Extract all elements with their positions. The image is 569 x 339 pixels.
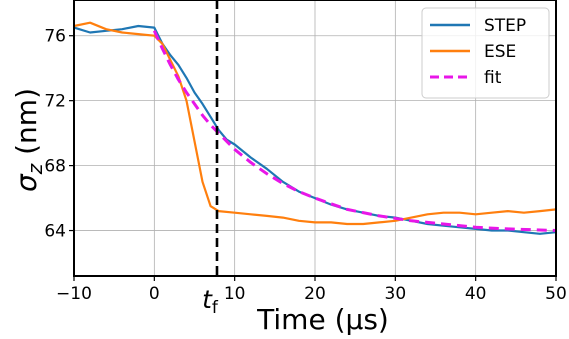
y-axis-title: σz (nm) (10, 88, 47, 192)
y-tick-label: 68 (44, 157, 66, 177)
y-tick-label: 76 (44, 27, 66, 47)
x-tick-label: 30 (385, 284, 407, 304)
x-axis-title: Time (μs) (256, 303, 389, 336)
x-tick-label: 50 (545, 284, 567, 304)
legend-label-step: STEP (484, 16, 526, 36)
x-tick-label: 0 (149, 284, 160, 304)
y-tick-label: 64 (44, 222, 66, 242)
legend: STEP ESE fit (422, 8, 549, 98)
y-tick-label: 72 (44, 92, 66, 112)
y-axis-unit: (nm) (10, 88, 43, 164)
x-tick-label: −10 (56, 284, 92, 304)
tf-sub: f (212, 298, 219, 318)
legend-label-fit: fit (484, 68, 502, 88)
x-tick-label: 10 (224, 284, 246, 304)
x-tick-label: 40 (465, 284, 487, 304)
x-tick-label: 20 (304, 284, 326, 304)
y-axis-subscript: z (23, 163, 47, 175)
y-axis-symbol: σ (10, 173, 43, 192)
tf-label: tf (202, 285, 219, 318)
legend-label-ese: ESE (484, 42, 516, 62)
